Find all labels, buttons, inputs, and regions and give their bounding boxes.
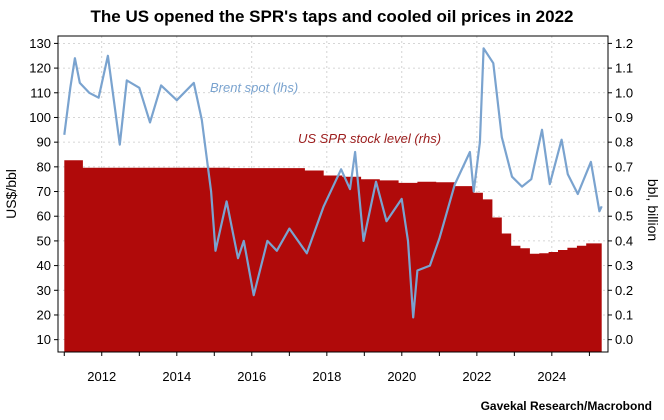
right-tick-label: 0.5 xyxy=(615,209,633,224)
brent-line-layer xyxy=(63,47,603,319)
x-tick-label: 2018 xyxy=(312,369,341,384)
x-tick-label: 2022 xyxy=(462,369,491,384)
left-tick-label: 130 xyxy=(29,36,51,51)
right-tick-label: 0.0 xyxy=(615,332,633,347)
left-tick-label: 10 xyxy=(37,332,51,347)
x-tick-label: 2016 xyxy=(237,369,266,384)
brent-line xyxy=(63,47,603,319)
x-tick-label: 2020 xyxy=(387,369,416,384)
x-tick-label: 2012 xyxy=(87,369,116,384)
right-tick-label: 0.7 xyxy=(615,159,633,174)
source-credit: Gavekal Research/Macrobond xyxy=(481,399,652,413)
right-tick-label: 1.0 xyxy=(615,85,633,100)
x-axis: 2012 2014 2016 2018 2020 2022 2024 xyxy=(63,352,590,384)
right-tick-label: 0.9 xyxy=(615,110,633,125)
x-tick-label: 2014 xyxy=(162,369,191,384)
left-tick-label: 20 xyxy=(37,307,51,322)
left-tick-label: 90 xyxy=(37,135,51,150)
chart-title: The US opened the SPR's taps and cooled … xyxy=(91,7,574,26)
brent-annotation: Brent spot (lhs) xyxy=(210,80,298,95)
spr-area-layer xyxy=(64,160,602,352)
right-tick-label: 0.2 xyxy=(615,283,633,298)
right-y-axis: 0.0 0.1 0.2 0.3 0.4 0.5 0.6 0.7 0.8 0.9 1.0 1.1 1.2 xyxy=(608,36,633,347)
right-tick-label: 0.6 xyxy=(615,184,633,199)
right-tick-label: 0.4 xyxy=(615,233,633,248)
right-tick-label: 0.3 xyxy=(615,258,633,273)
left-y-axis: 10 20 30 40 50 60 70 80 90 100 110 120 130 xyxy=(29,36,58,347)
x-tick-label: 2024 xyxy=(537,369,566,384)
left-tick-label: 60 xyxy=(37,209,51,224)
right-tick-label: 0.8 xyxy=(615,135,633,150)
right-tick-label: 1.2 xyxy=(615,36,633,51)
plot-frame xyxy=(57,35,609,353)
right-tick-label: 1.1 xyxy=(615,61,633,76)
left-tick-label: 120 xyxy=(29,61,51,76)
left-tick-label: 100 xyxy=(29,110,51,125)
left-tick-label: 110 xyxy=(30,85,51,100)
left-tick-label: 40 xyxy=(37,258,51,273)
left-tick-label: 80 xyxy=(37,159,51,174)
right-axis-label: bbl, billion xyxy=(645,179,661,241)
left-tick-label: 30 xyxy=(37,283,51,298)
spr-area xyxy=(64,160,602,352)
spr-annotation: US SPR stock level (rhs) xyxy=(298,131,441,146)
left-tick-label: 50 xyxy=(37,233,51,248)
right-tick-label: 0.1 xyxy=(615,307,633,322)
left-tick-label: 70 xyxy=(37,184,51,199)
left-axis-label: US$/bbl xyxy=(3,169,19,219)
